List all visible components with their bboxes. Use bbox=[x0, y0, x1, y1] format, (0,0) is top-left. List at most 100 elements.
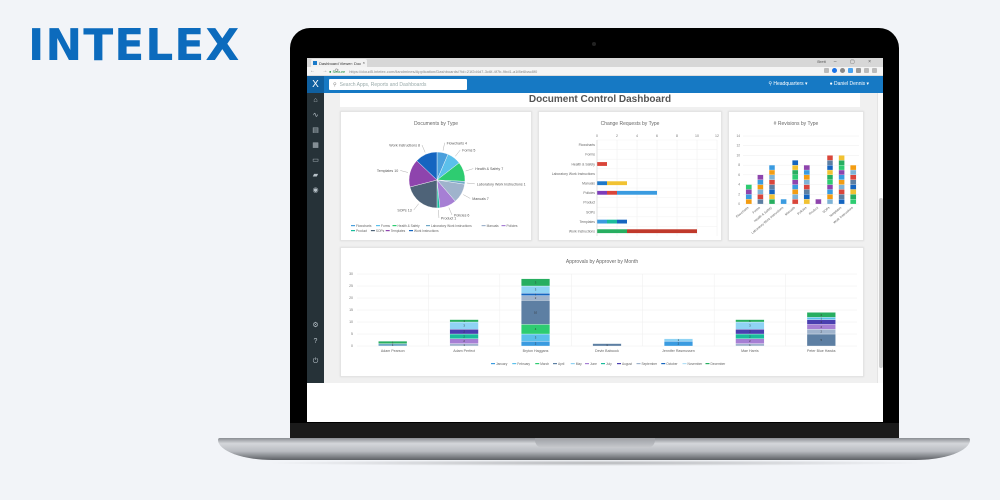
url-field[interactable]: ● Secure https://cloud5.intelex.com/iland… bbox=[329, 68, 789, 75]
bar-segment[interactable] bbox=[597, 229, 627, 234]
tab-close-icon[interactable]: × bbox=[362, 60, 365, 65]
bar-segment[interactable] bbox=[449, 319, 479, 323]
bar-segment[interactable] bbox=[757, 194, 764, 200]
pie-chart[interactable]: Flowcharts 4 Forms 5 Health & Safety 7 Labo… bbox=[341, 112, 533, 242]
bar-segment[interactable] bbox=[792, 194, 799, 200]
bar-segment[interactable] bbox=[826, 165, 833, 171]
legend-item[interactable]: October bbox=[666, 362, 678, 366]
bar-segment[interactable] bbox=[757, 199, 764, 205]
extension-icon[interactable] bbox=[848, 68, 853, 73]
bar-segment[interactable] bbox=[521, 300, 551, 325]
bar-segment[interactable] bbox=[826, 179, 833, 185]
window-buttons[interactable]: – ▢ × bbox=[833, 59, 877, 65]
bar-segment[interactable] bbox=[838, 174, 845, 180]
bar-segment[interactable] bbox=[826, 155, 833, 161]
nav-buttons[interactable]: ← → ⟳ bbox=[310, 68, 342, 74]
legend-item[interactable]: Work Instructions bbox=[414, 229, 439, 233]
bar-segment[interactable] bbox=[850, 199, 857, 205]
legend-item[interactable]: Flowcharts bbox=[356, 224, 372, 228]
bar-segment[interactable] bbox=[607, 190, 617, 195]
bar-segment[interactable] bbox=[803, 189, 810, 195]
pie-slice[interactable] bbox=[409, 179, 438, 209]
legend-item[interactable]: February bbox=[517, 362, 530, 366]
bar-segment[interactable] bbox=[745, 199, 752, 205]
bar-segment[interactable] bbox=[735, 319, 765, 323]
browser-tab[interactable]: Dashboard Viewer: Doc × bbox=[311, 59, 367, 67]
bar-segment[interactable] bbox=[745, 194, 752, 200]
bar-segment[interactable] bbox=[617, 190, 657, 195]
star-icon[interactable] bbox=[824, 68, 829, 73]
bar-segment[interactable] bbox=[745, 184, 752, 190]
extension-icon[interactable] bbox=[856, 68, 861, 73]
bar-segment[interactable] bbox=[592, 343, 622, 347]
legend-item[interactable]: Laboratory Work Instructions bbox=[431, 224, 472, 228]
eye-icon[interactable]: ◉ bbox=[312, 187, 319, 194]
bar-segment[interactable] bbox=[597, 162, 607, 166]
bar-segment[interactable] bbox=[757, 179, 764, 185]
legend-item[interactable]: Forms bbox=[381, 224, 390, 228]
bar-segment[interactable] bbox=[826, 194, 833, 200]
bar-segment[interactable] bbox=[803, 184, 810, 190]
bar-segment[interactable] bbox=[597, 181, 607, 186]
bar-segment[interactable] bbox=[803, 169, 810, 175]
search-input[interactable]: ⚲ Search Apps, Reports and Dashboards bbox=[329, 79, 467, 90]
bar-segment[interactable] bbox=[838, 155, 845, 161]
bar-segment[interactable] bbox=[803, 174, 810, 180]
bar-segment[interactable] bbox=[838, 169, 845, 175]
bar-segment[interactable] bbox=[803, 165, 810, 171]
bar-segment[interactable] bbox=[768, 169, 775, 175]
extension-icon[interactable] bbox=[864, 68, 869, 73]
legend-item[interactable]: January bbox=[496, 362, 508, 366]
bar-segment[interactable] bbox=[792, 199, 799, 205]
bar-segment[interactable] bbox=[792, 160, 799, 166]
bar-segment[interactable] bbox=[617, 219, 627, 224]
bar-segment[interactable] bbox=[838, 189, 845, 195]
bar-segment[interactable] bbox=[768, 194, 775, 200]
user-menu[interactable]: ● Daniel Dennis ▾ bbox=[829, 81, 869, 87]
bar-segment[interactable] bbox=[806, 312, 836, 318]
bar-segment[interactable] bbox=[792, 174, 799, 180]
legend-item[interactable]: Health & Safety bbox=[398, 224, 421, 228]
bar-segment[interactable] bbox=[850, 174, 857, 180]
bar-segment[interactable] bbox=[607, 219, 617, 224]
legend-item[interactable]: August bbox=[622, 362, 632, 366]
bar-segment[interactable] bbox=[663, 338, 693, 342]
legend-item[interactable]: Product bbox=[356, 229, 367, 233]
home-icon[interactable]: ⌂ bbox=[313, 97, 318, 104]
legend-item[interactable]: Policies bbox=[507, 224, 518, 228]
bar-segment[interactable] bbox=[597, 219, 607, 224]
legend-item[interactable]: September bbox=[642, 362, 659, 366]
bar-segment[interactable] bbox=[838, 194, 845, 200]
bar-segment[interactable] bbox=[826, 189, 833, 195]
workflow-icon[interactable]: ∿ bbox=[312, 112, 319, 119]
bar-segment[interactable] bbox=[627, 229, 697, 234]
legend-item[interactable]: May bbox=[576, 362, 582, 366]
legend-item[interactable]: July bbox=[606, 362, 612, 366]
bar-segment[interactable] bbox=[838, 160, 845, 166]
legend-item[interactable]: June bbox=[590, 362, 597, 366]
bar-segment[interactable] bbox=[826, 160, 833, 166]
bar-segment[interactable] bbox=[850, 169, 857, 175]
bar-segment[interactable] bbox=[607, 181, 627, 186]
bar-segment[interactable] bbox=[768, 179, 775, 185]
bar-segment[interactable] bbox=[792, 184, 799, 190]
bar-segment[interactable] bbox=[792, 165, 799, 171]
bar-segment[interactable] bbox=[838, 165, 845, 171]
bar-segment[interactable] bbox=[850, 179, 857, 185]
scrollbar[interactable] bbox=[877, 93, 883, 383]
hbar-chart[interactable]: 0 2 4 6 8 10 12 Flowcharts Forms Health & Safety L… bbox=[539, 112, 723, 242]
bar-segment[interactable] bbox=[815, 199, 822, 205]
bar-segment[interactable] bbox=[803, 199, 810, 205]
legend-item[interactable]: April bbox=[558, 362, 565, 366]
bar-segment[interactable] bbox=[792, 189, 799, 195]
legend-item[interactable]: December bbox=[711, 362, 727, 366]
bar-segment[interactable] bbox=[768, 174, 775, 180]
location-dropdown[interactable]: ⚲ Headquarters ▾ bbox=[768, 81, 808, 87]
bar-segment[interactable] bbox=[792, 169, 799, 175]
bar-segment[interactable] bbox=[850, 184, 857, 190]
extension-icon[interactable] bbox=[840, 68, 845, 73]
bar-segment[interactable] bbox=[850, 189, 857, 195]
legend-item[interactable]: March bbox=[540, 362, 549, 366]
